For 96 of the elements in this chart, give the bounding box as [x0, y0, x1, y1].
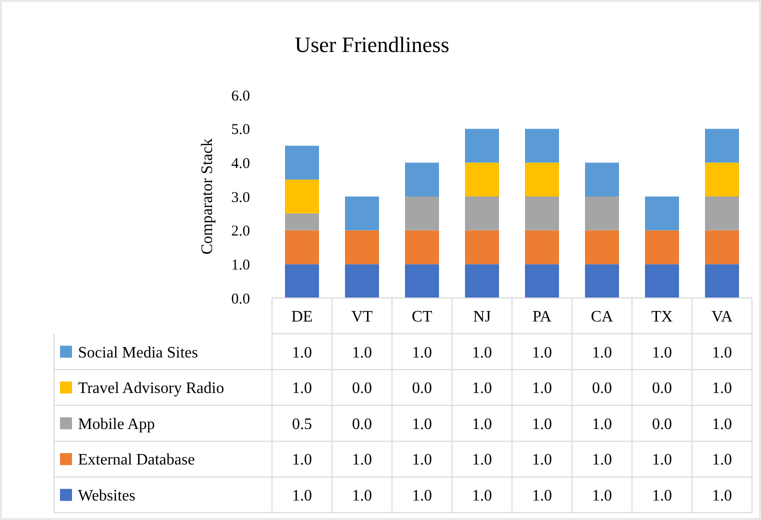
- y-tick-label: 6.0: [231, 88, 250, 104]
- data-label: 1.0: [532, 488, 552, 504]
- bar: [705, 196, 739, 230]
- bar: [465, 196, 499, 230]
- data-label: 1.0: [592, 344, 612, 362]
- data-label: 1.0: [652, 488, 672, 504]
- data-label: 1.0: [412, 452, 432, 469]
- bar: [405, 196, 439, 230]
- x-tick-label: TX: [651, 308, 674, 326]
- data-label: 1.0: [472, 380, 492, 398]
- y-tick-label: 1.0: [231, 257, 250, 274]
- bar: [285, 146, 319, 180]
- y-tick-label: 5.0: [231, 122, 250, 138]
- bar: [525, 128, 559, 163]
- data-label: 1.0: [652, 452, 672, 469]
- bar: [645, 264, 679, 298]
- y-axis-title: Comparator Stack: [199, 138, 216, 254]
- data-label: 1.0: [712, 344, 732, 362]
- data-label: 0.0: [412, 380, 432, 398]
- data-label: 1.0: [532, 416, 552, 433]
- data-label: 1.0: [412, 488, 432, 504]
- bar: [585, 230, 619, 264]
- data-label: 1.0: [472, 488, 492, 504]
- y-tick-label: 4.0: [231, 156, 250, 172]
- legend-label: Social Media Sites: [78, 344, 198, 362]
- data-label: 1.0: [532, 380, 552, 398]
- bar: [705, 264, 739, 298]
- data-label: 0.0: [352, 416, 372, 433]
- data-label: 1.0: [292, 452, 312, 469]
- bar: [405, 264, 439, 298]
- data-label: 0.0: [652, 416, 672, 433]
- bar: [525, 196, 559, 230]
- data-label: 1.0: [472, 344, 492, 362]
- bar: [285, 264, 319, 298]
- bar: [585, 264, 619, 298]
- chart-title: User Friendliness: [294, 32, 450, 57]
- data-label: 1.0: [532, 452, 552, 469]
- x-tick-label: PA: [532, 308, 552, 326]
- data-label: 1.0: [292, 344, 312, 362]
- data-label: 1.0: [652, 344, 672, 362]
- bar: [465, 230, 499, 264]
- bar: [645, 230, 679, 264]
- y-tick-label: 0.0: [231, 291, 250, 308]
- bar: [465, 128, 499, 163]
- legend-label: Travel Advisory Radio: [78, 380, 224, 398]
- bar: [705, 230, 739, 264]
- y-tick-label: 3.0: [231, 190, 250, 206]
- bar: [345, 196, 379, 230]
- data-label: 1.0: [352, 488, 372, 504]
- data-label: 1.0: [592, 488, 612, 504]
- legend-label: External Database: [78, 452, 195, 469]
- data-label: 0.0: [352, 380, 372, 398]
- bar: [285, 180, 319, 214]
- data-label: 1.0: [712, 452, 732, 469]
- bar: [525, 264, 559, 298]
- data-label: 0.0: [652, 380, 672, 398]
- data-label: 1.0: [712, 380, 732, 398]
- bar: [405, 230, 439, 264]
- data-label: 1.0: [532, 344, 552, 362]
- legend-label: Mobile App: [78, 416, 155, 433]
- bar: [585, 196, 619, 230]
- data-label: 1.0: [592, 452, 612, 469]
- data-label: 1.0: [712, 416, 732, 433]
- data-label: 1.0: [412, 344, 432, 362]
- bar: [465, 162, 499, 196]
- bar: [345, 230, 379, 264]
- bar: [705, 128, 739, 163]
- bar: [525, 230, 559, 264]
- data-label: 1.0: [352, 344, 372, 362]
- bar: [345, 264, 379, 298]
- x-tick-label: CT: [412, 308, 432, 326]
- data-label: 1.0: [412, 416, 432, 433]
- x-tick-label: DE: [291, 308, 313, 326]
- data-label: 1.0: [292, 488, 312, 504]
- bar: [705, 162, 739, 196]
- x-tick-label: NJ: [473, 308, 491, 326]
- bar: [285, 213, 319, 230]
- data-label: 1.0: [352, 452, 372, 469]
- data-label: 1.0: [472, 416, 492, 433]
- x-tick-label: VT: [351, 308, 373, 326]
- data-label: 1.0: [292, 380, 312, 398]
- data-label: 1.0: [472, 452, 492, 469]
- bar: [525, 162, 559, 196]
- data-label: 1.0: [712, 488, 732, 504]
- x-tick-label: VA: [711, 308, 733, 326]
- bar: [405, 162, 439, 196]
- x-tick-label: CA: [590, 308, 614, 326]
- legend-label: Websites: [78, 488, 136, 504]
- bar: [285, 230, 319, 264]
- data-label: 1.0: [592, 416, 612, 433]
- bar: [465, 264, 499, 298]
- bar: [645, 196, 679, 230]
- data-label: 0.5: [292, 416, 312, 433]
- bar: [585, 162, 619, 196]
- y-tick-label: 2.0: [231, 224, 250, 240]
- data-label: 0.0: [592, 380, 612, 398]
